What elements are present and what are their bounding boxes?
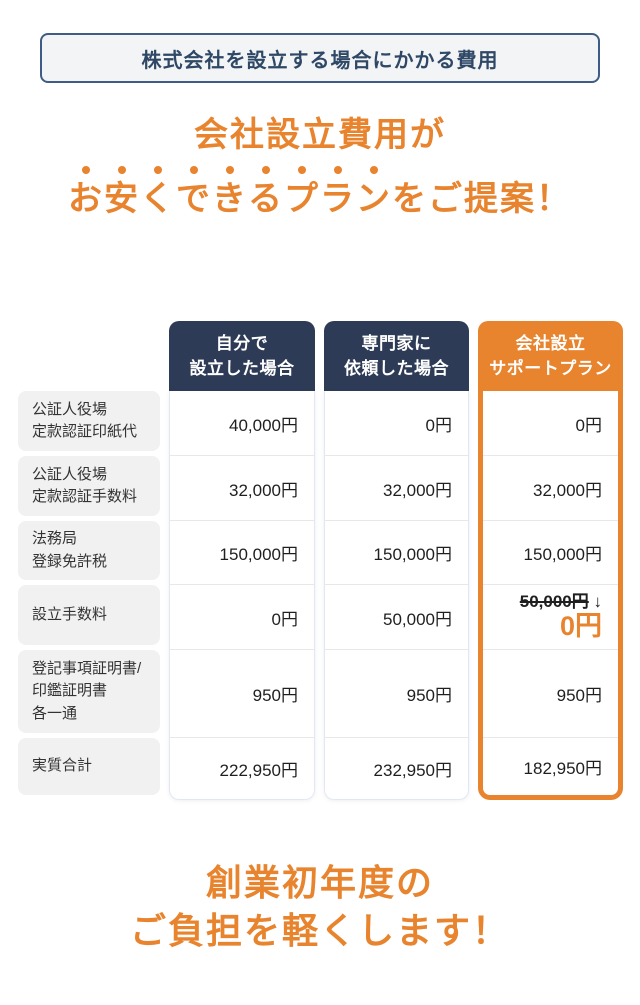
value-cell: 0円 <box>325 391 468 456</box>
value-cell: 950円 <box>325 650 468 738</box>
row-label-line: 定款認証手数料 <box>32 488 138 505</box>
row-label: 公証人役場定款認証手数料 <box>18 456 160 516</box>
discount-old-price-strike: 50,000円 <box>519 591 589 611</box>
value-cell: 50,000円 <box>325 585 468 650</box>
hero-emphasized-char: ン <box>356 180 392 219</box>
hero-line2: お安くできるプランをご提案！ <box>68 165 572 220</box>
column-header: 自分で 設立した場合 <box>169 321 315 391</box>
title-badge-label: 株式会社を設立する場合にかかる費用 <box>141 49 499 72</box>
value-cell: 950円 <box>170 650 314 738</box>
hero-heading: 会社設立費用が お安くできるプランをご提案！ <box>0 113 640 220</box>
row-label: 法務局 登録免許税 <box>18 521 160 580</box>
value-cell: 182,950円 <box>523 759 602 778</box>
column-header: 会社設立サポートプラン <box>478 321 623 391</box>
value-cell: 32,000円 <box>483 456 618 521</box>
column-header-line: 依頼した場合 <box>344 359 449 378</box>
hero-emphasized-char: で <box>176 180 212 219</box>
column-body: 40,000円 32,000円 150,000円 0円 950円 222,950円 <box>169 391 315 800</box>
discount-new-price: 0円 <box>559 611 602 642</box>
row-label-line: 公証人役場 <box>32 400 108 418</box>
hero-emphasized-char: 安 <box>104 180 140 219</box>
value-cell: 0円 <box>170 585 314 650</box>
row-label-line: 法務局 <box>32 530 78 547</box>
row-label-line: 登録免許税 <box>32 552 108 570</box>
footer-line1: 創業初年度の <box>205 862 434 903</box>
column-header-line: 専門家に <box>361 333 432 353</box>
row-label-line: 各一通 <box>32 704 78 722</box>
hero-emphasized-char: く <box>140 180 176 219</box>
cost-table: 公証人役場 定款認証印紙代 公証人役場 定款認証手数料 法務局 登録免許税 設立手数料 登記事… <box>18 321 623 800</box>
row-label-line: 登記事項証明書/ <box>32 659 142 677</box>
row-label-line: 実質合計 <box>32 757 93 775</box>
footer-heading: 創業初年度の ご負担を軽くします！ <box>0 859 640 955</box>
hero-line2-rest: をご提案！ <box>392 180 572 219</box>
title-badge: 株式会社を設立する場合にかかる費用 <box>40 33 600 83</box>
row-label: 設立手数料 <box>18 585 160 645</box>
value-cell: 222,950円 <box>219 761 298 780</box>
hero-emphasized-char: ラ <box>320 180 356 219</box>
footer-line2: ご負担を軽くします！ <box>129 909 510 951</box>
value-cell: 950円 <box>483 650 618 738</box>
row-label-line: 公証人役場 <box>32 465 108 483</box>
value-cell: 0円 <box>483 391 618 456</box>
value-cell: 40,000円 <box>170 391 314 456</box>
column-header-line: 設立した場合 <box>189 359 295 378</box>
hero-emphasized-char: プ <box>284 180 320 219</box>
hero-emphasized-char: き <box>212 180 248 219</box>
value-cell: 150,000円 <box>483 521 618 585</box>
hero-line1: 会社設立費用が <box>194 116 446 154</box>
row-label: 実質合計 <box>18 738 160 795</box>
row-label-line: 設立手数料 <box>32 605 108 623</box>
column-header-line: サポートプラン <box>489 359 612 378</box>
discount-old-price: 50,000円 ↓ <box>519 591 602 611</box>
hero-emphasized-char: お <box>68 180 104 219</box>
value-cell: 232,950円 <box>373 761 452 780</box>
column-body: 0円 32,000円 150,000円 50,000円 950円 232,950円 <box>324 391 469 800</box>
column-body: 0円 32,000円 150,000円 50,000円 ↓ 0円 950円 182,950円 <box>478 391 623 800</box>
column-header-line: 自分で <box>215 333 269 353</box>
column-header: 専門家に依頼した場合 <box>324 321 469 391</box>
row-label-line: 定款認証印紙代 <box>32 423 138 440</box>
page: 株式会社を設立する場合にかかる費用 会社設立費用が お安くできるプランをご提案！… <box>0 33 640 1005</box>
column-header-line: 会社設立 <box>515 333 586 353</box>
value-cell: 32,000円 <box>170 456 314 521</box>
value-cell: 150,000円 <box>170 521 314 585</box>
row-label: 登記事項証明書/印鑑証明書各一通 <box>18 650 160 733</box>
hero-emphasized-char: る <box>248 180 284 219</box>
value-cell: 32,000円 <box>325 456 468 521</box>
row-label-line: 印鑑証明書 <box>32 682 108 700</box>
value-cell: 150,000円 <box>325 521 468 585</box>
value-cell-discount: 50,000円 ↓ 0円 <box>483 585 618 650</box>
row-label: 公証人役場定款認証印紙代 <box>18 391 160 451</box>
